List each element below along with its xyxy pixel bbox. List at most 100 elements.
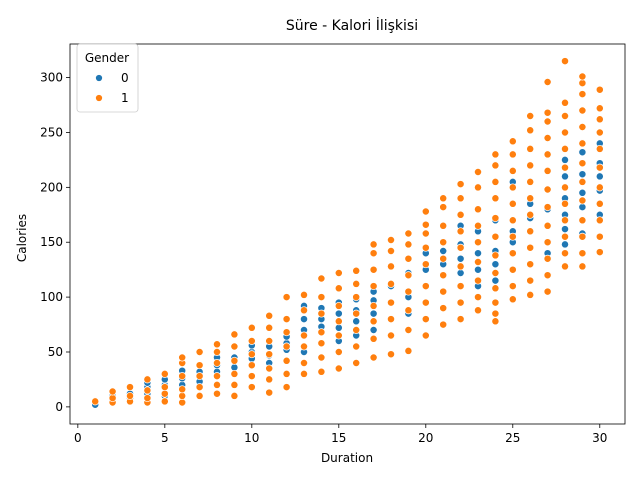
data-point-gender-1 xyxy=(543,287,552,296)
y-axis-label: Calories xyxy=(15,214,29,262)
legend-box xyxy=(76,43,139,113)
data-point-gender-1 xyxy=(369,240,378,249)
data-point-gender-1 xyxy=(369,334,378,343)
data-point-gender-1 xyxy=(578,90,587,99)
x-tick-label: 0 xyxy=(74,431,82,445)
data-point-gender-1 xyxy=(561,262,569,271)
data-point-gender-1 xyxy=(230,342,239,351)
data-point-gender-0 xyxy=(439,247,448,255)
data-point-gender-0 xyxy=(561,172,569,181)
data-point-gender-1 xyxy=(265,311,274,320)
data-point-gender-1 xyxy=(247,337,256,345)
data-point-gender-1 xyxy=(387,350,395,359)
data-point-gender-1 xyxy=(561,232,569,241)
data-point-gender-1 xyxy=(474,258,482,266)
x-axis-label: Duration xyxy=(321,451,373,465)
data-point-gender-1 xyxy=(387,279,395,288)
data-point-gender-1 xyxy=(421,315,430,324)
data-point-gender-1 xyxy=(160,369,169,378)
data-point-gender-1 xyxy=(595,85,604,94)
data-point-gender-1 xyxy=(195,383,204,392)
data-point-gender-1 xyxy=(439,221,448,230)
data-point-gender-1 xyxy=(126,383,134,392)
data-point-gender-1 xyxy=(439,320,448,329)
data-point-gender-1 xyxy=(526,194,535,203)
data-point-gender-1 xyxy=(474,205,482,214)
data-point-gender-1 xyxy=(421,260,430,269)
data-point-gender-1 xyxy=(108,387,117,396)
data-point-gender-1 xyxy=(213,340,221,349)
data-point-gender-1 xyxy=(595,144,604,153)
data-point-gender-1 xyxy=(265,364,274,373)
points-layer xyxy=(91,57,604,409)
data-point-gender-1 xyxy=(561,249,569,258)
x-ticks: 0 5 10 15 20 25 30 xyxy=(74,424,607,445)
data-point-gender-1 xyxy=(595,163,604,172)
data-point-gender-1 xyxy=(491,298,500,307)
data-point-gender-1 xyxy=(543,78,552,86)
data-point-gender-1 xyxy=(456,210,465,219)
data-point-gender-1 xyxy=(334,284,343,293)
data-point-gender-1 xyxy=(369,301,378,310)
data-point-gender-1 xyxy=(508,199,517,208)
x-tick-label: 5 xyxy=(161,431,169,445)
data-point-gender-1 xyxy=(369,265,378,274)
data-point-gender-1 xyxy=(317,328,326,337)
data-point-gender-1 xyxy=(334,364,343,373)
data-point-gender-1 xyxy=(247,323,256,332)
data-point-gender-1 xyxy=(421,243,430,252)
axes-frame xyxy=(69,43,626,425)
data-point-gender-1 xyxy=(369,317,378,326)
y-tick-label: 150 xyxy=(40,235,63,249)
data-point-gender-1 xyxy=(195,361,204,370)
data-point-gender-1 xyxy=(508,166,517,175)
data-point-gender-1 xyxy=(474,276,482,285)
data-point-gender-1 xyxy=(456,298,465,307)
data-point-gender-1 xyxy=(578,79,587,88)
data-point-gender-1 xyxy=(352,326,361,334)
x-tick-label: 30 xyxy=(592,431,607,445)
data-point-gender-1 xyxy=(508,232,517,241)
data-point-gender-1 xyxy=(230,369,239,378)
data-point-gender-1 xyxy=(474,221,482,230)
data-point-gender-1 xyxy=(439,304,448,313)
data-point-gender-1 xyxy=(369,249,378,258)
legend-marker-1 xyxy=(95,94,103,102)
data-point-gender-1 xyxy=(595,248,604,257)
data-point-gender-1 xyxy=(439,203,448,212)
data-point-gender-1 xyxy=(491,194,500,203)
data-point-gender-1 xyxy=(387,331,395,340)
x-tick-label: 10 xyxy=(244,431,259,445)
data-point-gender-1 xyxy=(578,177,587,186)
y-tick-label: 250 xyxy=(40,125,63,139)
data-point-gender-1 xyxy=(543,271,552,280)
data-point-gender-1 xyxy=(456,262,465,271)
y-tick-label: 200 xyxy=(40,180,63,194)
data-point-gender-1 xyxy=(491,317,500,326)
data-point-gender-0 xyxy=(369,326,378,334)
data-point-gender-1 xyxy=(543,134,552,142)
data-point-gender-1 xyxy=(334,269,343,277)
data-point-gender-1 xyxy=(543,238,552,247)
data-point-gender-0 xyxy=(352,317,361,326)
data-point-gender-1 xyxy=(108,394,117,403)
data-point-gender-1 xyxy=(578,106,587,115)
data-point-gender-1 xyxy=(474,238,482,247)
y-tick-label: 50 xyxy=(48,345,63,359)
data-point-gender-1 xyxy=(334,317,343,326)
data-point-gender-1 xyxy=(421,282,430,291)
data-point-gender-1 xyxy=(439,238,448,247)
data-point-gender-1 xyxy=(561,163,569,172)
data-point-gender-0 xyxy=(334,323,343,332)
data-point-gender-1 xyxy=(143,375,152,384)
data-point-gender-1 xyxy=(421,229,430,238)
legend-label-1: 1 xyxy=(121,91,129,105)
data-point-gender-1 xyxy=(526,290,535,299)
data-point-gender-1 xyxy=(404,254,413,263)
data-point-gender-1 xyxy=(543,254,552,263)
data-point-gender-1 xyxy=(491,214,500,223)
data-point-gender-1 xyxy=(595,216,604,225)
data-point-gender-1 xyxy=(178,398,187,407)
data-point-gender-1 xyxy=(282,356,291,365)
